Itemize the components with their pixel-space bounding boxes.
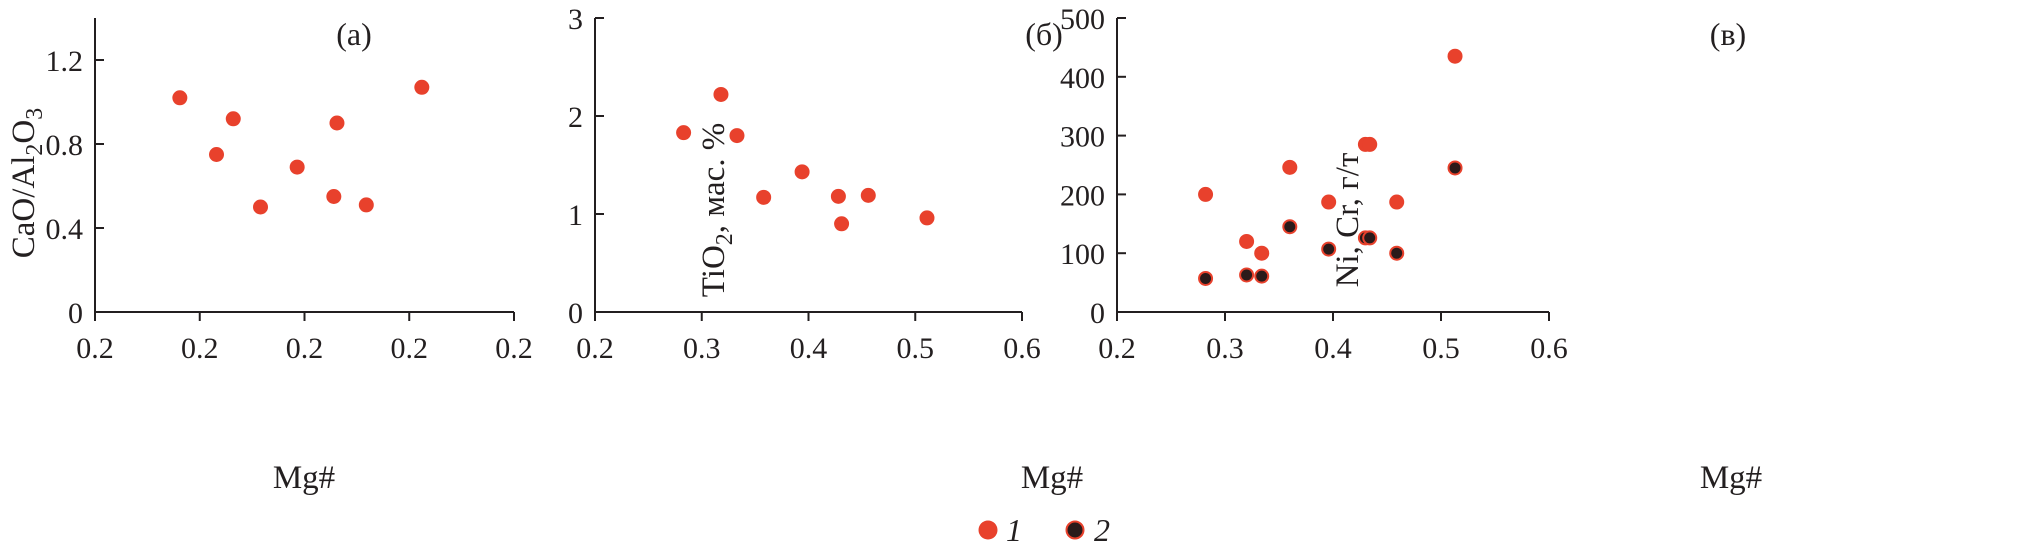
- data-point-series-2: [1282, 219, 1298, 235]
- data-point-series-2: [1447, 160, 1463, 176]
- x-tick-label: 0.6: [1003, 332, 1041, 365]
- x-axis-label-b: Mg#: [1021, 460, 1083, 496]
- data-point-series-1: [919, 210, 935, 226]
- x-tick-label: 0.3: [1206, 332, 1244, 365]
- data-point-series-1: [1239, 233, 1255, 249]
- y-tick-label: 3: [568, 3, 583, 36]
- y-axis-label-a: CaO/Al2O3: [6, 108, 48, 259]
- x-tick-label: 0.2: [286, 332, 324, 365]
- y-tick-label: 0.4: [46, 213, 84, 246]
- x-tick-label: 0.6: [1530, 332, 1568, 365]
- x-tick-label: 0.2: [391, 332, 429, 365]
- y-tick-label: 0: [568, 297, 583, 330]
- x-tick-label: 0.2: [576, 332, 614, 365]
- x-tick-label: 0.2: [1098, 332, 1136, 365]
- x-tick-label: 0.2: [181, 332, 219, 365]
- data-point-series-1: [860, 187, 876, 203]
- data-point-series-1: [414, 79, 430, 95]
- data-point-series-1: [358, 197, 374, 213]
- y-axis-label-c: Ni, Cr, г/т: [1330, 153, 1366, 288]
- data-point-series-2: [1362, 230, 1378, 246]
- data-point-series-1: [729, 128, 745, 144]
- data-point-series-1: [1362, 136, 1378, 152]
- data-point-series-1: [329, 115, 345, 131]
- data-point-series-1: [289, 159, 305, 175]
- x-tick-label: 0.4: [790, 332, 828, 365]
- y-tick-label: 100: [1060, 238, 1105, 271]
- data-point-series-1: [172, 90, 188, 106]
- data-point-series-1: [830, 188, 846, 204]
- legend-marker-1: [978, 520, 998, 540]
- legend-marker-2: [1065, 520, 1085, 540]
- data-point-series-2: [1321, 241, 1337, 257]
- data-point-series-1: [1254, 245, 1270, 261]
- data-point-series-1: [713, 86, 729, 102]
- legend: 1 2: [978, 512, 1110, 548]
- data-point-series-1: [676, 125, 692, 141]
- chart-panel-c: (в) Mg# Ni, Cr, г/т 0.2 0.3 0.4 0.5 0.6 0 100 2…: [1060, 3, 1762, 496]
- y-tick-label: 1.2: [46, 45, 84, 78]
- x-tick-label: 0.5: [1422, 332, 1460, 365]
- data-point-series-1: [794, 164, 810, 180]
- data-point-series-1: [209, 147, 225, 162]
- x-tick-label: 0.5: [897, 332, 935, 365]
- panel-title-b: (б): [1025, 16, 1063, 52]
- data-point-series-2: [1239, 267, 1255, 283]
- y-axis-label-b: TiO2, мас. %: [696, 123, 738, 297]
- data-point-series-1: [1447, 48, 1463, 64]
- y-tick-label: 0: [68, 297, 83, 330]
- data-point-series-1: [225, 111, 241, 127]
- chart-panel-a: (а) Mg# CaO/Al2O3 0.2 0.2 0.2 0.2 0.200.40.8…: [6, 16, 533, 496]
- legend-label-2: 2: [1094, 512, 1110, 548]
- data-point-series-1: [1389, 194, 1405, 210]
- legend-label-1: 1: [1006, 512, 1022, 548]
- x-tick-label: 0.2: [495, 332, 533, 365]
- data-point-series-2: [1389, 245, 1405, 261]
- x-axis-label-c: Mg#: [1700, 460, 1762, 496]
- y-tick-label: 0.8: [46, 129, 84, 162]
- y-tick-label: 300: [1060, 121, 1105, 154]
- data-point-series-1: [253, 199, 269, 215]
- data-point-series-1: [756, 189, 772, 205]
- data-point-series-2: [1198, 270, 1214, 286]
- x-tick-label: 0.2: [76, 332, 114, 365]
- y-tick-label: 400: [1060, 62, 1105, 95]
- data-point-series-1: [834, 216, 850, 232]
- y-tick-label: 1: [568, 199, 583, 232]
- x-tick-label: 0.3: [683, 332, 721, 365]
- data-point-series-1: [1198, 186, 1214, 202]
- y-tick-label: 2: [568, 101, 583, 134]
- x-axis-label-a: Mg#: [273, 460, 335, 496]
- data-point-series-2: [1254, 268, 1270, 284]
- x-tick-label: 0.4: [1314, 332, 1352, 365]
- panel-title-a: (а): [336, 16, 372, 52]
- y-tick-label: 0: [1090, 297, 1105, 330]
- data-point-series-1: [1321, 194, 1337, 210]
- data-point-series-1: [1282, 159, 1298, 175]
- chart-panel-b: (б) Mg# TiO2, мас. % 0.2 0.3 0.4 0.5 0.6 0 1 2 3: [568, 3, 1083, 496]
- panel-title-c: (в): [1710, 16, 1746, 52]
- data-point-series-1: [326, 189, 342, 204]
- y-tick-label: 500: [1060, 3, 1105, 36]
- y-tick-label: 200: [1060, 179, 1105, 212]
